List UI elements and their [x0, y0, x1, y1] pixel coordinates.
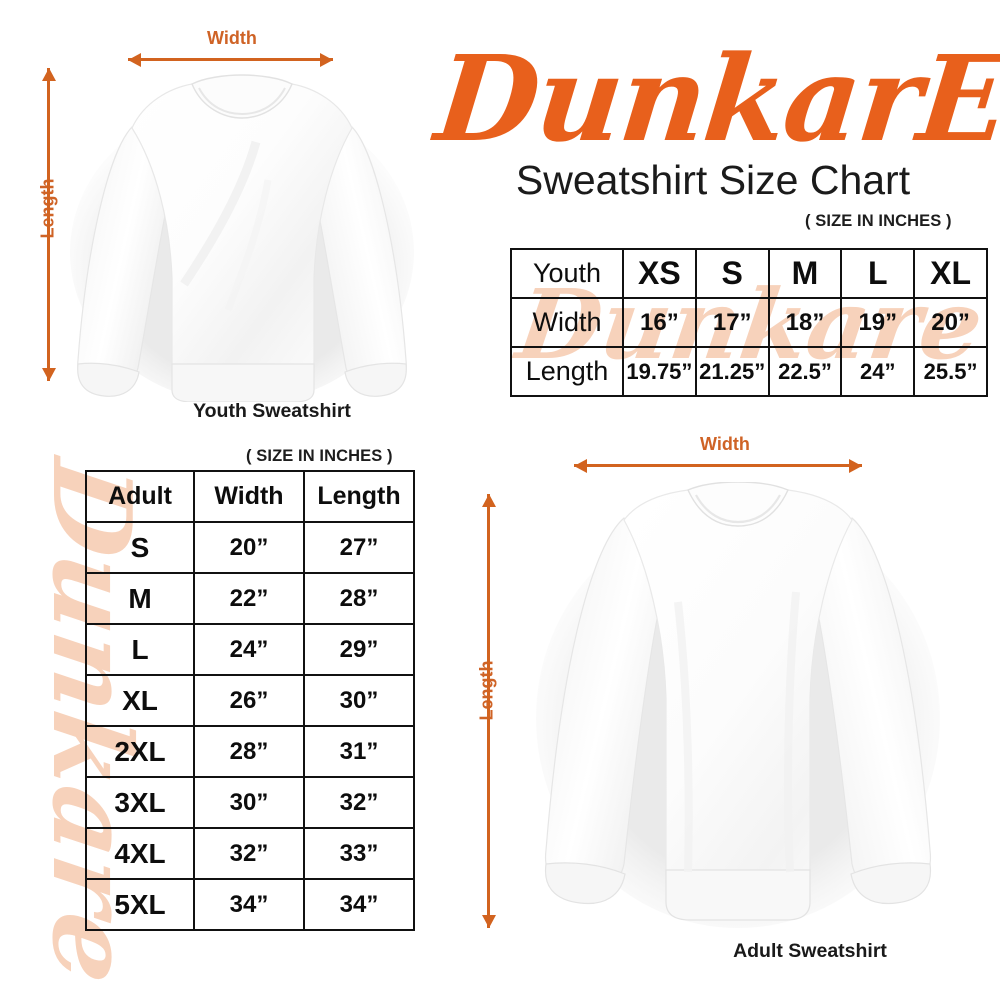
table-row: Adult Width Length: [85, 470, 415, 523]
adult-width-arrow: [574, 458, 862, 473]
adult-width-l: 24”: [193, 623, 305, 676]
adult-size-5xl: 5XL: [85, 878, 195, 931]
youth-size-table: Youth XS S M L XL Width 16” 17” 18” 19” …: [510, 248, 988, 397]
adult-width-2xl: 28”: [193, 725, 305, 778]
arrow-bar: [487, 494, 490, 928]
adult-length-s: 27”: [303, 521, 415, 574]
adult-width-xl: 26”: [193, 674, 305, 727]
youth-size-xs: XS: [622, 248, 697, 299]
youth-width-xl: 20”: [913, 297, 988, 348]
adult-size-s: S: [85, 521, 195, 574]
youth-figure-caption: Youth Sweatshirt: [193, 400, 351, 422]
youth-width-xs: 16”: [622, 297, 697, 348]
table-row: 5XL 34” 34”: [85, 878, 415, 931]
adult-width-3xl: 30”: [193, 776, 305, 829]
adult-size-4xl: 4XL: [85, 827, 195, 880]
arrow-head-right-icon: [320, 52, 333, 67]
youth-length-s: 21.25”: [694, 346, 770, 397]
arrow-head-down-icon: [481, 915, 496, 928]
adult-header-width: Width: [193, 470, 305, 523]
youth-size-l: L: [840, 248, 916, 299]
adult-size-l: L: [85, 623, 195, 676]
adult-width-m: 22”: [193, 572, 305, 625]
adult-figure-caption: Adult Sweatshirt: [733, 940, 887, 962]
youth-length-arrow: [41, 68, 56, 381]
table-row: Length 19.75” 21.25” 22.5” 24” 25.5”: [510, 346, 988, 397]
youth-rowhead-length: Length: [510, 346, 624, 397]
youth-width-s: 17”: [694, 297, 770, 348]
youth-length-m: 22.5”: [767, 346, 843, 397]
adult-length-xl: 30”: [303, 674, 415, 727]
youth-rowhead-size: Youth: [510, 248, 624, 299]
adult-width-4xl: 32”: [193, 827, 305, 880]
adult-size-xl: XL: [85, 674, 195, 727]
adult-length-l: 29”: [303, 623, 415, 676]
brand-logo: DunkarE: [429, 29, 1000, 168]
adult-length-4xl: 33”: [303, 827, 415, 880]
adult-length-2xl: 31”: [303, 725, 415, 778]
arrow-bar: [47, 68, 50, 381]
youth-length-xl: 25.5”: [913, 346, 988, 397]
adult-size-2xl: 2XL: [85, 725, 195, 778]
adult-units-note: ( SIZE IN INCHES ): [246, 447, 393, 465]
table-row: 2XL 28” 31”: [85, 725, 415, 778]
adult-width-s: 20”: [193, 521, 305, 574]
adult-size-3xl: 3XL: [85, 776, 195, 829]
youth-width-label: Width: [207, 28, 257, 48]
adult-sweatshirt-image: [528, 482, 948, 934]
youth-width-l: 19”: [840, 297, 916, 348]
youth-sweatshirt-image: [60, 72, 422, 402]
youth-rowhead-width: Width: [510, 297, 624, 348]
table-row: 3XL 30” 32”: [85, 776, 415, 829]
youth-size-s: S: [694, 248, 770, 299]
youth-length-l: 24”: [840, 346, 916, 397]
youth-size-xl: XL: [913, 248, 988, 299]
youth-units-note: ( SIZE IN INCHES ): [805, 212, 952, 230]
adult-header-length: Length: [303, 470, 415, 523]
adult-length-5xl: 34”: [303, 878, 415, 931]
adult-size-table: Adult Width Length S 20” 27” M 22” 28” L…: [85, 470, 415, 931]
adult-header-size: Adult: [85, 470, 195, 523]
table-row: 4XL 32” 33”: [85, 827, 415, 880]
youth-width-m: 18”: [767, 297, 843, 348]
adult-size-m: M: [85, 572, 195, 625]
adult-length-arrow: [481, 494, 496, 928]
arrow-head-down-icon: [41, 368, 56, 381]
table-row: M 22” 28”: [85, 572, 415, 625]
adult-width-label: Width: [700, 434, 750, 454]
table-row: L 24” 29”: [85, 623, 415, 676]
youth-width-arrow: [128, 52, 333, 67]
adult-length-3xl: 32”: [303, 776, 415, 829]
youth-size-m: M: [767, 248, 843, 299]
adult-width-5xl: 34”: [193, 878, 305, 931]
arrow-bar: [574, 464, 862, 467]
table-row: Width 16” 17” 18” 19” 20”: [510, 297, 988, 348]
table-row: S 20” 27”: [85, 521, 415, 574]
table-row: XL 26” 30”: [85, 674, 415, 727]
youth-length-xs: 19.75”: [622, 346, 697, 397]
table-row: Youth XS S M L XL: [510, 248, 988, 299]
arrow-head-right-icon: [849, 458, 862, 473]
arrow-bar: [128, 58, 333, 61]
adult-length-m: 28”: [303, 572, 415, 625]
page-title: Sweatshirt Size Chart: [515, 157, 911, 203]
